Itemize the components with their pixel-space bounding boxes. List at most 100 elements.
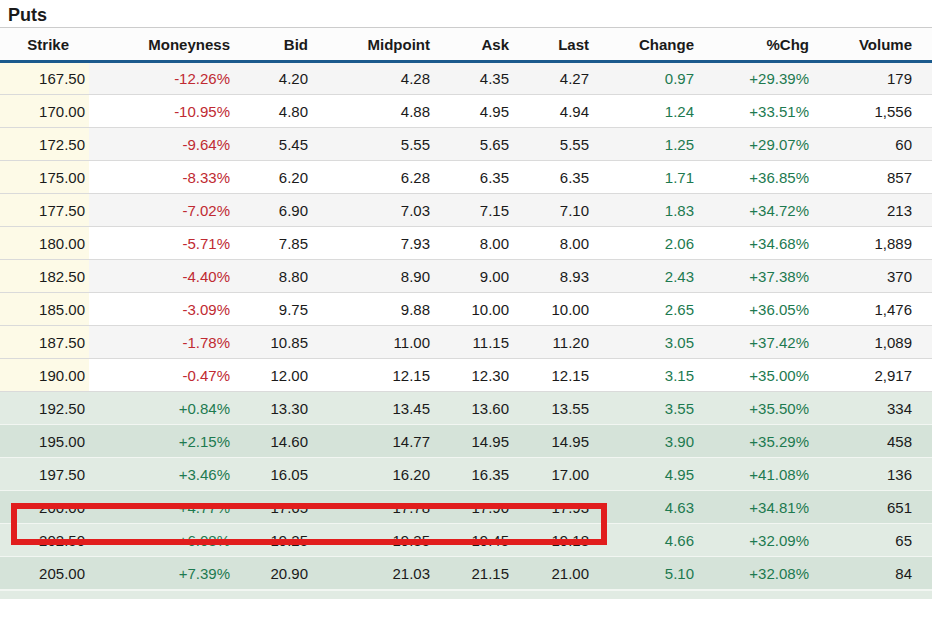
cell-bid: 12.00	[250, 359, 328, 392]
cell-pct-chg: +34.68%	[714, 227, 829, 260]
cell-moneyness: -7.02%	[89, 194, 250, 227]
cell-ask: 13.60	[450, 392, 529, 425]
table-row[interactable]: 182.50-4.40%8.808.909.008.932.43+37.38%3…	[0, 260, 932, 293]
cell-bid: 17.65	[250, 491, 328, 524]
cell-volume: 84	[829, 557, 932, 590]
table-row[interactable]: 175.00-8.33%6.206.286.356.351.71+36.85%8…	[0, 161, 932, 194]
cell-ask: 10.00	[450, 293, 529, 326]
cell-midpoint: 6.28	[328, 161, 450, 194]
cell-last: 5.55	[529, 128, 609, 161]
cell-last: 6.35	[529, 161, 609, 194]
table-row[interactable]: 190.00-0.47%12.0012.1512.3012.153.15+35.…	[0, 359, 932, 392]
cell-volume: 179	[829, 62, 932, 95]
cell-strike: 197.50	[0, 458, 89, 491]
cell-moneyness: +3.46%	[89, 458, 250, 491]
cell-volume: 1,089	[829, 326, 932, 359]
puts-options-table: StrikeMoneynessBidMidpointAskLastChange%…	[0, 27, 932, 590]
cell-last: 7.10	[529, 194, 609, 227]
cell-ask: 8.00	[450, 227, 529, 260]
cell-strike: 185.00	[0, 293, 89, 326]
cell-bid: 6.20	[250, 161, 328, 194]
cell-strike: 202.50	[0, 524, 89, 557]
table-row[interactable]: 180.00-5.71%7.857.938.008.002.06+34.68%1…	[0, 227, 932, 260]
cell-pct-chg: +35.29%	[714, 425, 829, 458]
cell-pct-chg: +29.07%	[714, 128, 829, 161]
cell-change: 4.63	[609, 491, 714, 524]
cell-volume: 1,889	[829, 227, 932, 260]
cell-last: 4.94	[529, 95, 609, 128]
next-row-sliver	[0, 590, 932, 599]
cell-bid: 10.85	[250, 326, 328, 359]
cell-ask: 9.00	[450, 260, 529, 293]
cell-moneyness: +4.77%	[89, 491, 250, 524]
cell-pct-chg: +33.51%	[714, 95, 829, 128]
table-row[interactable]: 167.50-12.26%4.204.284.354.270.97+29.39%…	[0, 62, 932, 95]
cell-midpoint: 11.00	[328, 326, 450, 359]
column-header-bid[interactable]: Bid	[250, 28, 328, 62]
table-row[interactable]: 185.00-3.09%9.759.8810.0010.002.65+36.05…	[0, 293, 932, 326]
cell-bid: 9.75	[250, 293, 328, 326]
cell-moneyness: +2.15%	[89, 425, 250, 458]
cell-last: 17.93	[529, 491, 609, 524]
cell-strike: 170.00	[0, 95, 89, 128]
cell-moneyness: -9.64%	[89, 128, 250, 161]
cell-last: 19.18	[529, 524, 609, 557]
cell-pct-chg: +34.72%	[714, 194, 829, 227]
cell-moneyness: -3.09%	[89, 293, 250, 326]
table-row[interactable]: 172.50-9.64%5.455.555.655.551.25+29.07%6…	[0, 128, 932, 161]
table-row[interactable]: 200.00+4.77%17.6517.7817.9017.934.63+34.…	[0, 491, 932, 524]
cell-ask: 5.65	[450, 128, 529, 161]
cell-bid: 7.85	[250, 227, 328, 260]
cell-strike: 205.00	[0, 557, 89, 590]
cell-volume: 2,917	[829, 359, 932, 392]
cell-volume: 334	[829, 392, 932, 425]
cell-moneyness: +7.39%	[89, 557, 250, 590]
cell-change: 2.43	[609, 260, 714, 293]
cell-bid: 4.20	[250, 62, 328, 95]
page-title: Puts	[0, 0, 932, 27]
cell-ask: 21.15	[450, 557, 529, 590]
cell-bid: 20.90	[250, 557, 328, 590]
cell-strike: 187.50	[0, 326, 89, 359]
table-row[interactable]: 170.00-10.95%4.804.884.954.941.24+33.51%…	[0, 95, 932, 128]
table-header: StrikeMoneynessBidMidpointAskLastChange%…	[0, 28, 932, 62]
cell-volume: 136	[829, 458, 932, 491]
cell-ask: 11.15	[450, 326, 529, 359]
column-header-pct-chg[interactable]: %Chg	[714, 28, 829, 62]
cell-change: 1.25	[609, 128, 714, 161]
cell-last: 10.00	[529, 293, 609, 326]
table-row[interactable]: 205.00+7.39%20.9021.0321.1521.005.10+32.…	[0, 557, 932, 590]
cell-midpoint: 4.28	[328, 62, 450, 95]
cell-ask: 12.30	[450, 359, 529, 392]
column-header-midpoint[interactable]: Midpoint	[328, 28, 450, 62]
cell-change: 1.71	[609, 161, 714, 194]
cell-strike: 172.50	[0, 128, 89, 161]
column-header-change[interactable]: Change	[609, 28, 714, 62]
column-header-ask[interactable]: Ask	[450, 28, 529, 62]
table-row[interactable]: 192.50+0.84%13.3013.4513.6013.553.55+35.…	[0, 392, 932, 425]
cell-ask: 4.95	[450, 95, 529, 128]
cell-strike: 182.50	[0, 260, 89, 293]
cell-ask: 17.90	[450, 491, 529, 524]
table-row[interactable]: 177.50-7.02%6.907.037.157.101.83+34.72%2…	[0, 194, 932, 227]
cell-change: 1.83	[609, 194, 714, 227]
cell-pct-chg: +41.08%	[714, 458, 829, 491]
cell-bid: 6.90	[250, 194, 328, 227]
table-row[interactable]: 202.50+6.08%19.2519.3519.4519.184.66+32.…	[0, 524, 932, 557]
table-row[interactable]: 195.00+2.15%14.6014.7714.9514.953.90+35.…	[0, 425, 932, 458]
cell-midpoint: 5.55	[328, 128, 450, 161]
cell-midpoint: 4.88	[328, 95, 450, 128]
column-header-volume[interactable]: Volume	[829, 28, 932, 62]
cell-pct-chg: +37.38%	[714, 260, 829, 293]
cell-midpoint: 17.78	[328, 491, 450, 524]
cell-bid: 14.60	[250, 425, 328, 458]
table-row[interactable]: 187.50-1.78%10.8511.0011.1511.203.05+37.…	[0, 326, 932, 359]
column-header-last[interactable]: Last	[529, 28, 609, 62]
column-header-moneyness[interactable]: Moneyness	[89, 28, 250, 62]
table-row[interactable]: 197.50+3.46%16.0516.2016.3517.004.95+41.…	[0, 458, 932, 491]
cell-strike: 192.50	[0, 392, 89, 425]
cell-last: 13.55	[529, 392, 609, 425]
column-header-strike[interactable]: Strike	[0, 28, 89, 62]
cell-midpoint: 7.03	[328, 194, 450, 227]
cell-bid: 5.45	[250, 128, 328, 161]
